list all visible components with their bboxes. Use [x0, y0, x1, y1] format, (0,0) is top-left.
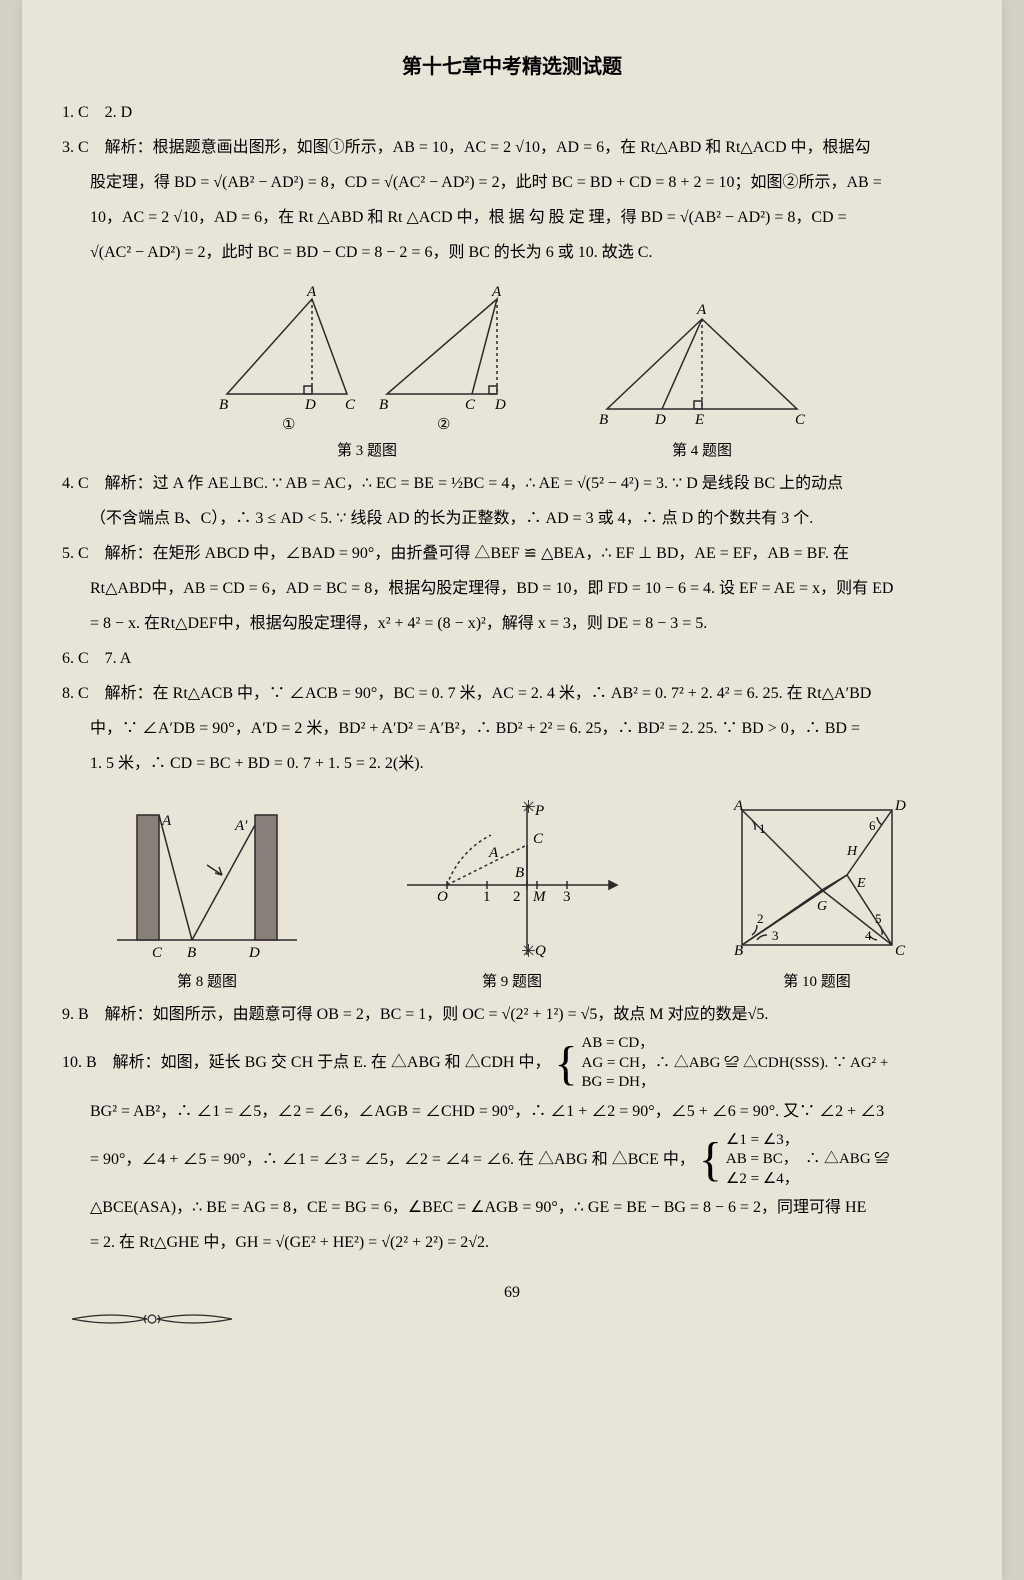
svg-text:C: C	[895, 943, 906, 959]
q10-figure: A D B C H E G 1 6 2 3 4 5 第 10 题图	[717, 795, 917, 991]
q10-square-svg: A D B C H E G 1 6 2 3 4 5	[717, 795, 917, 965]
chapter-title: 第十七章中考精选测试题	[62, 50, 962, 79]
q8-line1: 8. C 解析：在 Rt△ACB 中，∵ ∠ACB = 90°，BC = 0. …	[62, 678, 962, 710]
svg-text:A: A	[488, 845, 499, 861]
q8-line3: 1. 5 米，∴ CD = BC + BD = 0. 7 + 1. 5 = 2.…	[62, 748, 962, 780]
q3-figure: A B D C ① A B C D ② 第 3 题图	[207, 284, 527, 460]
q3-q4-figures: A B D C ① A B C D ② 第 3 题图	[62, 284, 962, 460]
svg-text:A: A	[161, 813, 172, 829]
svg-text:C: C	[465, 397, 476, 413]
svg-text:A: A	[733, 798, 744, 814]
q10-line3-text: = 90°，∠4 + ∠5 = 90°，∴ ∠1 = ∠3 = ∠5，∠2 = …	[90, 1144, 695, 1176]
q10-line1: 10. B 解析：如图，延长 BG 交 CH 于点 E. 在 △ABG 和 △C…	[62, 1034, 962, 1093]
q10-line2: BG² = AB²，∴ ∠1 = ∠5，∠2 = ∠6，∠AGB = ∠CHD …	[62, 1096, 962, 1128]
svg-text:B: B	[379, 397, 388, 413]
svg-text:A: A	[491, 284, 502, 300]
q4-line1: 4. C 解析：过 A 作 AE⊥BC. ∵ AB = AC，∴ EC = BE…	[62, 468, 962, 500]
q8-figure: A A′ C B D 第 8 题图	[107, 795, 307, 991]
q9-figure: ✳ ✳ P C A B O 1 2 M 3 Q 第 9 题图	[397, 795, 627, 991]
q8-ladder-svg: A A′ C B D	[107, 795, 307, 965]
svg-text:E: E	[856, 876, 866, 891]
q4-figure: A B D E C 第 4 题图	[587, 284, 817, 460]
svg-text:5: 5	[875, 911, 882, 926]
svg-text:✳: ✳	[521, 941, 536, 961]
brace-icon: {	[699, 1150, 722, 1169]
svg-text:P: P	[534, 803, 544, 819]
q5-line1: 5. C 解析：在矩形 ABCD 中，∠BAD = 90°，由折叠可得 △BEF…	[62, 538, 962, 570]
svg-text:A′: A′	[234, 818, 248, 834]
q3-line4: √(AC² − AD²) = 2，此时 BC = BD − CD = 8 − 2…	[62, 237, 962, 269]
q4-line2: （不含端点 B、C），∴ 3 ≤ AD < 5. ∵ 线段 AD 的长为正整数，…	[62, 503, 962, 535]
q10-bracket1-a: AB = CD，	[582, 1034, 889, 1054]
svg-text:②: ②	[437, 417, 450, 433]
q10-bracket1-b: AG = CH，∴ △ABG ≌ △CDH(SSS). ∵ AG² +	[582, 1054, 889, 1074]
svg-text:D: D	[494, 397, 506, 413]
svg-text:6: 6	[869, 818, 876, 833]
q9-line1: 9. B 解析：如图所示，由题意可得 OB = 2，BC = 1，则 OC = …	[62, 999, 962, 1031]
answers-6-7: 6. C 7. A	[62, 643, 962, 675]
q4-caption: 第 4 题图	[587, 439, 817, 460]
q3-caption: 第 3 题图	[207, 439, 527, 460]
q9-numberline-svg: ✳ ✳ P C A B O 1 2 M 3 Q	[397, 795, 627, 965]
q10-line1-text: 10. B 解析：如图，延长 BG 交 CH 于点 E. 在 △ABG 和 △C…	[62, 1047, 550, 1079]
svg-text:B: B	[187, 945, 196, 961]
q8-9-10-figures: A A′ C B D 第 8 题图 ✳	[62, 795, 962, 991]
q10-line3: = 90°，∠4 + ∠5 = 90°，∴ ∠1 = ∠3 = ∠5，∠2 = …	[62, 1131, 962, 1190]
q3-line2: 股定理，得 BD = √(AB² − AD²) = 8，CD = √(AC² −…	[62, 167, 962, 199]
q10-caption: 第 10 题图	[717, 970, 917, 991]
svg-text:4: 4	[865, 928, 872, 943]
svg-text:2: 2	[757, 911, 764, 926]
svg-text:C: C	[795, 412, 806, 428]
svg-text:C: C	[533, 831, 544, 847]
q4-triangle-svg: A B D E C	[587, 284, 817, 434]
svg-text:1: 1	[759, 821, 766, 836]
q10-bracket1-c: BG = DH，	[582, 1073, 889, 1093]
svg-text:B: B	[599, 412, 608, 428]
q5-line2: Rt△ABD中，AB = CD = 6，AD = BC = 8，根据勾股定理得，…	[62, 573, 962, 605]
q10-bracket2-b: AB = BC， ∴ △ABG ≌	[726, 1150, 889, 1170]
svg-text:D: D	[654, 412, 666, 428]
answers-1-2: 1. C 2. D	[62, 97, 962, 129]
q10-bracket2-a: ∠1 = ∠3，	[726, 1131, 889, 1151]
q8-line2: 中，∵ ∠A′DB = 90°，A′D = 2 米，BD² + A′D² = A…	[62, 713, 962, 745]
svg-text:✳: ✳	[521, 797, 536, 817]
page-number: 69	[62, 1284, 962, 1302]
svg-text:①: ①	[282, 417, 295, 433]
svg-text:C: C	[152, 945, 163, 961]
svg-text:O: O	[437, 889, 448, 905]
svg-text:3: 3	[563, 889, 571, 905]
svg-text:3: 3	[772, 928, 779, 943]
svg-text:B: B	[734, 943, 743, 959]
svg-text:M: M	[532, 889, 547, 905]
svg-text:H: H	[846, 844, 858, 859]
q10-line5: = 2. 在 Rt△GHE 中，GH = √(GE² + HE²) = √(2²…	[62, 1227, 962, 1259]
q10-line4: △BCE(ASA)，∴ BE = AG = 8，CE = BG = 6，∠BEC…	[62, 1192, 962, 1224]
svg-text:D: D	[304, 397, 316, 413]
q5-line3: = 8 − x. 在Rt△DEF中，根据勾股定理得，x² + 4² = (8 −…	[62, 608, 962, 640]
brace-icon: {	[554, 1054, 577, 1073]
q3-line3: 10，AC = 2 √10，AD = 6，在 Rt △ABD 和 Rt △ACD…	[62, 202, 962, 234]
q3-triangles-svg: A B D C ① A B C D ②	[207, 284, 527, 434]
q8-caption: 第 8 题图	[107, 970, 307, 991]
page: 第十七章中考精选测试题 1. C 2. D 3. C 解析：根据题意画出图形，如…	[22, 0, 1002, 1580]
q9-caption: 第 9 题图	[397, 970, 627, 991]
svg-text:E: E	[694, 412, 704, 428]
svg-text:1: 1	[483, 889, 491, 905]
q3-line1: 3. C 解析：根据题意画出图形，如图①所示，AB = 10，AC = 2 √1…	[62, 132, 962, 164]
svg-text:D: D	[248, 945, 260, 961]
svg-text:C: C	[345, 397, 356, 413]
svg-text:B: B	[515, 865, 524, 881]
ornament-icon	[62, 1307, 962, 1331]
svg-text:B: B	[219, 397, 228, 413]
svg-text:G: G	[817, 899, 827, 914]
svg-text:A: A	[306, 284, 317, 300]
q10-bracket2-c: ∠2 = ∠4，	[726, 1170, 889, 1190]
svg-text:D: D	[894, 798, 906, 814]
svg-text:2: 2	[513, 889, 521, 905]
svg-text:Q: Q	[535, 943, 546, 959]
svg-text:A: A	[696, 302, 707, 318]
